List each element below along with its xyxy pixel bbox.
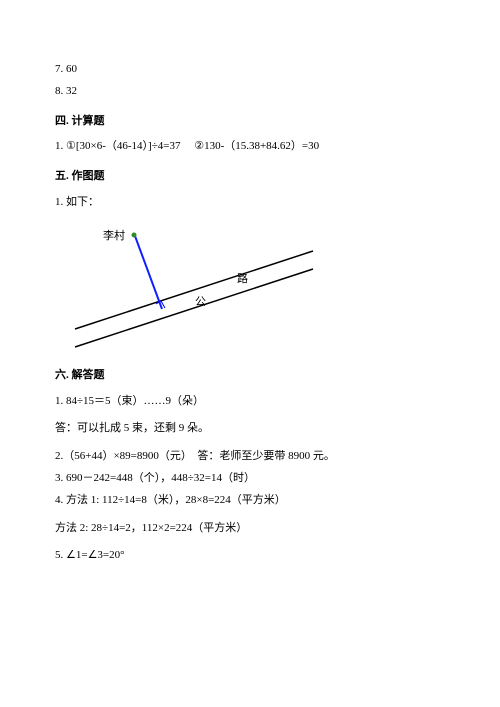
- answer-7: 7. 60: [55, 60, 445, 80]
- section-6-line5: 4. 方法 1: 112÷14=8（米），28×8=224（平方米）: [55, 491, 445, 511]
- section-4-line1: 1. ①[30×6-（46-14）]÷4=37 ②130-（15.38+84.6…: [55, 137, 445, 157]
- road-diagram: 李村公 路: [55, 221, 325, 351]
- section-6-line2: 答：可以扎成 5 束，还剩 9 朵。: [55, 419, 445, 439]
- section-6-line3: 2.（56+44）×89=8900（元） 答：老师至少要带 8900 元。: [55, 447, 445, 467]
- section-6-line4: 3. 690－242=448（个），448÷32=14（时）: [55, 469, 445, 489]
- section-6-heading: 六. 解答题: [55, 366, 445, 386]
- section-6-line1: 1. 84÷15＝5（束）……9（朵）: [55, 392, 445, 412]
- section-6-line6: 方法 2: 28÷14=2，112×2=224（平方米）: [55, 519, 445, 539]
- section-5-heading: 五. 作图题: [55, 167, 445, 187]
- section-5-line1: 1. 如下：: [55, 193, 445, 213]
- svg-text:公: 公: [195, 296, 206, 308]
- section-6-line7: 5. ∠1=∠3=20°: [55, 546, 445, 566]
- section-4-heading: 四. 计算题: [55, 112, 445, 132]
- svg-text:李村: 李村: [103, 228, 125, 242]
- answer-8: 8. 32: [55, 82, 445, 102]
- svg-text:路: 路: [237, 272, 248, 285]
